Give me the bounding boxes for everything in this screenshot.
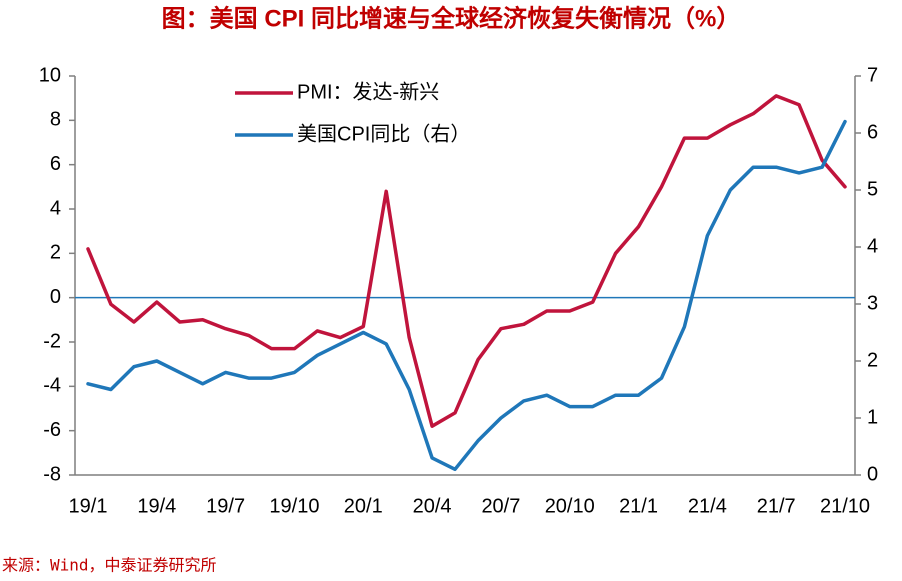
x-tick-label: 20/7	[481, 495, 520, 517]
x-tick-label: 20/10	[545, 495, 595, 517]
y-tick-label: -4	[43, 375, 61, 397]
y-tick-label: 6	[50, 153, 61, 175]
chart-title: 图：美国 CPI 同比增速与全球经济恢复失衡情况（%）	[162, 4, 741, 32]
legend-label: PMI：发达-新兴	[297, 80, 439, 103]
x-tick-label: 21/4	[688, 495, 727, 517]
x-tick-label: 21/10	[820, 495, 870, 517]
y-tick-label: 4	[50, 197, 61, 219]
y2-tick-label: 6	[867, 121, 878, 143]
y-tick-label: -6	[43, 419, 61, 441]
x-tick-label: 19/10	[269, 495, 319, 517]
x-tick-label: 19/4	[137, 495, 176, 517]
data-line	[86, 119, 847, 472]
y2-tick-label: 7	[867, 64, 878, 86]
y2-tick-label: 1	[867, 406, 878, 428]
x-tick-label: 21/1	[619, 495, 658, 517]
y-tick-label: 0	[50, 286, 61, 308]
x-tick-label: 19/7	[206, 495, 245, 517]
y2-tick-label: 0	[867, 463, 878, 485]
y-tick-label: -2	[43, 330, 61, 352]
legend-label: 美国CPI同比（右）	[297, 122, 470, 145]
y2-tick-label: 2	[867, 349, 878, 371]
x-tick-label: 21/7	[757, 495, 796, 517]
source-note: 来源：Wind，中泰证券研究所	[2, 556, 217, 575]
y-tick-label: 2	[50, 242, 61, 264]
x-tick-label: 19/1	[69, 495, 108, 517]
y2-tick-label: 5	[867, 178, 878, 200]
data-line	[86, 94, 847, 428]
y-tick-label: 10	[39, 64, 61, 86]
x-tick-label: 20/1	[344, 495, 383, 517]
y2-tick-label: 4	[867, 235, 878, 257]
y-tick-label: -8	[43, 463, 61, 485]
x-tick-label: 20/4	[413, 495, 452, 517]
y-tick-label: 8	[50, 109, 61, 131]
y2-tick-label: 3	[867, 292, 878, 314]
